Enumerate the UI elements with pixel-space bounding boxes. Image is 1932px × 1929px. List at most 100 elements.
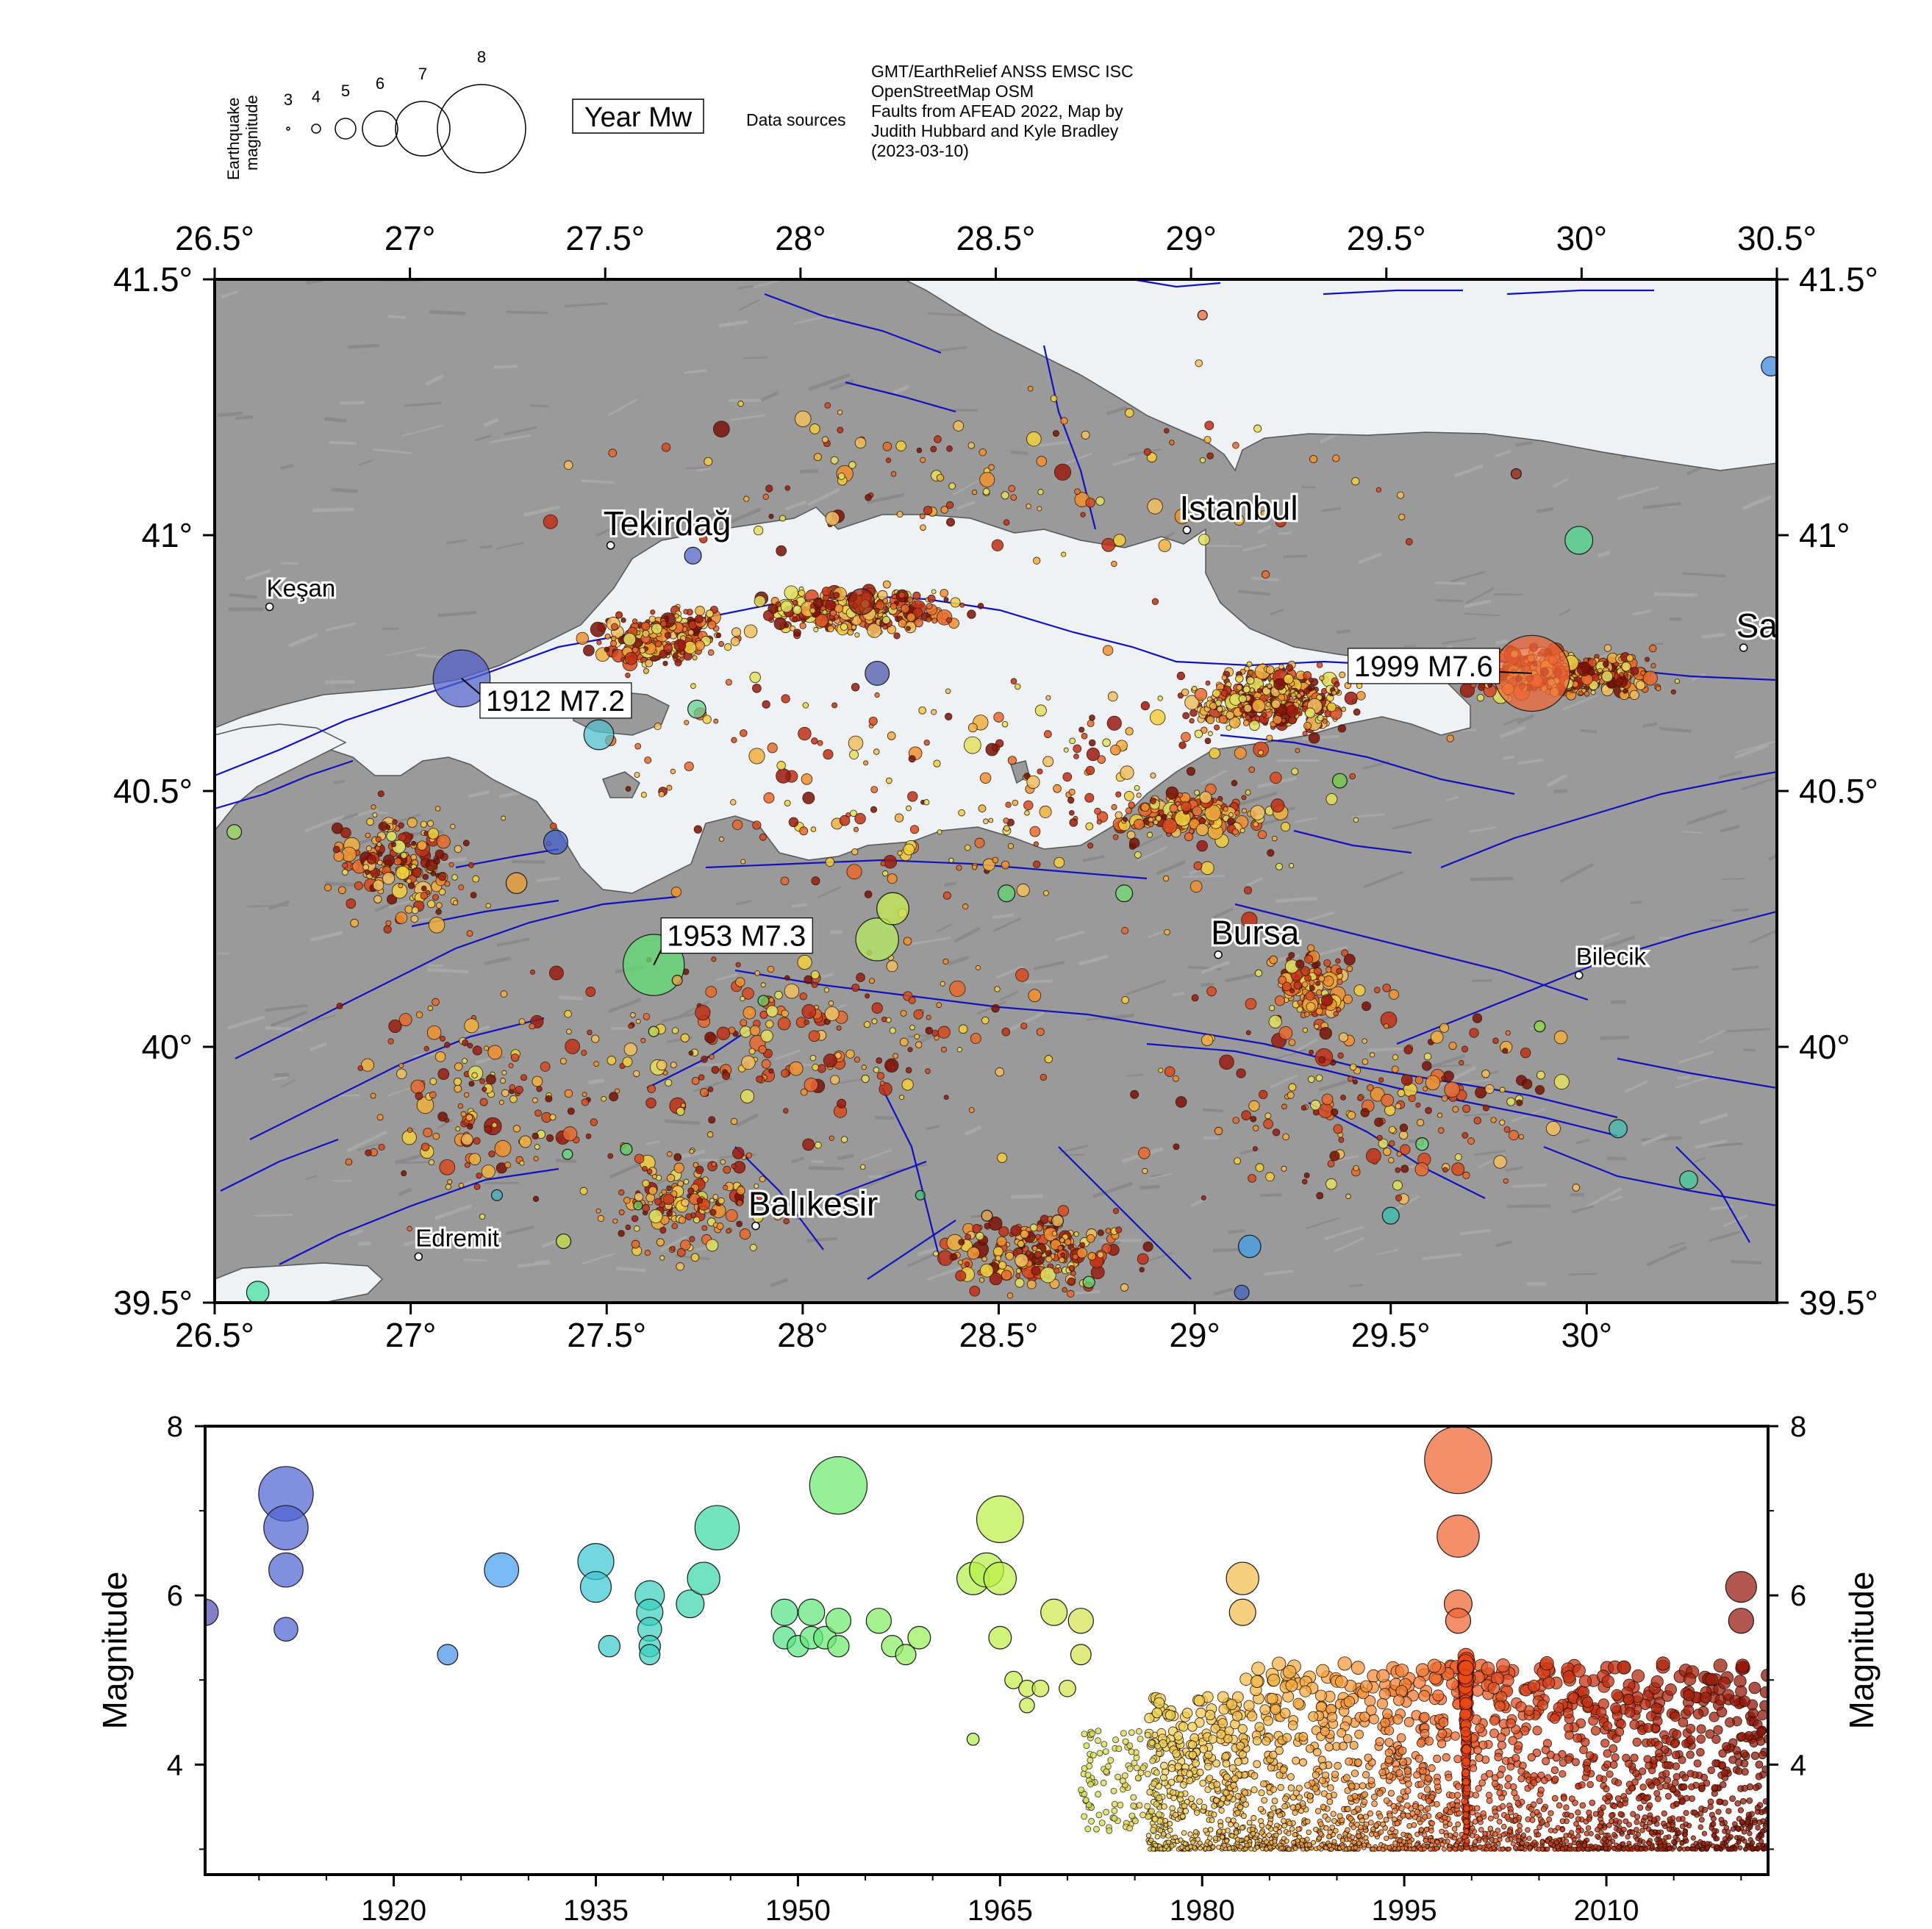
lat-label-right: 41°: [1799, 516, 1850, 554]
lat-label-left: 41°: [141, 516, 193, 554]
earthquake-dot: [1074, 488, 1081, 495]
timeline-event-dot: [1621, 1827, 1627, 1833]
earthquake-dot: [536, 1086, 543, 1092]
earthquake-dot: [1383, 1147, 1392, 1156]
relief-stroke: [403, 1235, 432, 1247]
year-mw-box: [572, 99, 704, 134]
relief-stroke: [1112, 457, 1136, 467]
relief-stroke: [1468, 826, 1498, 833]
earthquake-dot: [1147, 498, 1163, 515]
relief-stroke: [304, 814, 345, 833]
earthquake-dot: [665, 631, 672, 639]
earthquake-dot: [817, 740, 823, 746]
earthquake-dot: [1437, 1112, 1443, 1118]
earthquake-dot: [501, 1070, 507, 1076]
earthquake-dot: [731, 1163, 737, 1170]
relief-stroke: [1227, 1229, 1245, 1234]
earthquake-dot: [1288, 1039, 1296, 1046]
earthquake-dot: [1362, 1038, 1367, 1044]
fault-line: [808, 1160, 927, 1207]
earthquake-dot: [1073, 1231, 1079, 1237]
earthquake-dot: [532, 1195, 540, 1202]
relief-stroke: [1392, 817, 1432, 830]
earthquake-dot: [1112, 834, 1119, 840]
earthquake-dot: [707, 649, 715, 656]
earthquake-dot: [1397, 491, 1405, 499]
earthquake-dot: [1392, 1054, 1399, 1061]
earthquake-dot: [689, 1148, 695, 1154]
relief-stroke: [1441, 637, 1477, 645]
fault-line: [845, 381, 956, 413]
earthquake-dot: [667, 1151, 673, 1157]
earthquake-dot: [695, 1004, 711, 1021]
lon-label-top: 30.5°: [1737, 219, 1817, 257]
earthquake-dot: [1278, 664, 1284, 670]
timeline-event-dot: [1632, 1737, 1642, 1747]
timeline-event-dot: [1579, 1745, 1588, 1755]
relief-stroke: [496, 937, 530, 947]
relief-stroke: [1641, 1133, 1668, 1146]
lon-label-top: 28°: [775, 219, 826, 257]
earthquake-dot: [889, 1027, 896, 1034]
earthquake-dot: [1316, 662, 1323, 668]
earthquake-dot: [871, 1018, 878, 1025]
earthquake-dot: [766, 1005, 779, 1017]
relief-stroke: [1597, 551, 1611, 558]
earthquake-dot: [759, 1175, 766, 1183]
earthquake-dot: [949, 980, 966, 998]
earthquake-dot: [1062, 772, 1073, 782]
earthquake-dot: [670, 1245, 676, 1251]
earthquake-dot: [1374, 987, 1381, 993]
earthquake-dot: [644, 1250, 651, 1256]
earthquake-dot: [1112, 1208, 1120, 1214]
timeline-event-dot: [1268, 1811, 1275, 1818]
earthquake-dot: [1148, 821, 1154, 827]
earthquake-dot: [1367, 1084, 1374, 1092]
earthquake-dot: [936, 473, 945, 482]
earthquake-dot: [1281, 1103, 1287, 1110]
earthquake-dot: [1337, 978, 1343, 985]
earthquake-dot: [1389, 1140, 1395, 1147]
earthquake-dot: [428, 1159, 434, 1166]
relief-stroke: [1695, 1139, 1728, 1149]
earthquake-dot: [1015, 1278, 1025, 1288]
earthquake-dot: [1040, 1267, 1056, 1284]
earthquake-dot: [1148, 817, 1153, 823]
relief-stroke: [315, 1014, 336, 1022]
earthquake-dot: [1045, 1256, 1053, 1263]
earthquake-dot: [868, 716, 878, 726]
relief-stroke: [357, 459, 373, 466]
earthquake-dot: [825, 599, 837, 611]
relief-stroke: [288, 632, 319, 648]
relief-stroke: [246, 707, 267, 715]
earthquake-dot: [529, 969, 535, 975]
earthquake-dot: [1147, 831, 1153, 838]
earthquake-dot: [670, 768, 676, 775]
earthquake-dot: [427, 820, 434, 827]
earthquake-dot: [1452, 1106, 1459, 1113]
earthquake-dot: [1115, 1226, 1123, 1234]
earthquake-dot: [1275, 862, 1283, 870]
earthquake-dot: [802, 1138, 815, 1151]
earthquake-dot: [762, 700, 770, 709]
earthquake-dot: [971, 865, 978, 870]
earthquake-dot: [1158, 539, 1172, 552]
earthquake-dot: [925, 1026, 933, 1035]
earthquake-dot: [880, 860, 887, 867]
relief-stroke: [1200, 545, 1242, 548]
relief-stroke: [1137, 845, 1167, 862]
earthquake-dot: [688, 1051, 694, 1056]
earthquake-dot: [974, 837, 985, 848]
earthquake-dot: [623, 632, 637, 646]
earthquake-dot: [1408, 1094, 1416, 1103]
earthquake-dot: [1157, 695, 1163, 701]
earthquake-circle-m4.9: [981, 1209, 993, 1222]
earthquake-dot: [815, 1141, 822, 1149]
earthquake-dot: [1079, 1242, 1086, 1248]
relief-stroke: [1517, 758, 1544, 765]
relief-stroke: [348, 1228, 363, 1237]
earthquake-dot: [1125, 408, 1134, 418]
timeline-event-dot: [1509, 1783, 1517, 1791]
earthquake-dot: [1399, 1130, 1409, 1140]
earthquake-dot: [829, 1135, 834, 1141]
